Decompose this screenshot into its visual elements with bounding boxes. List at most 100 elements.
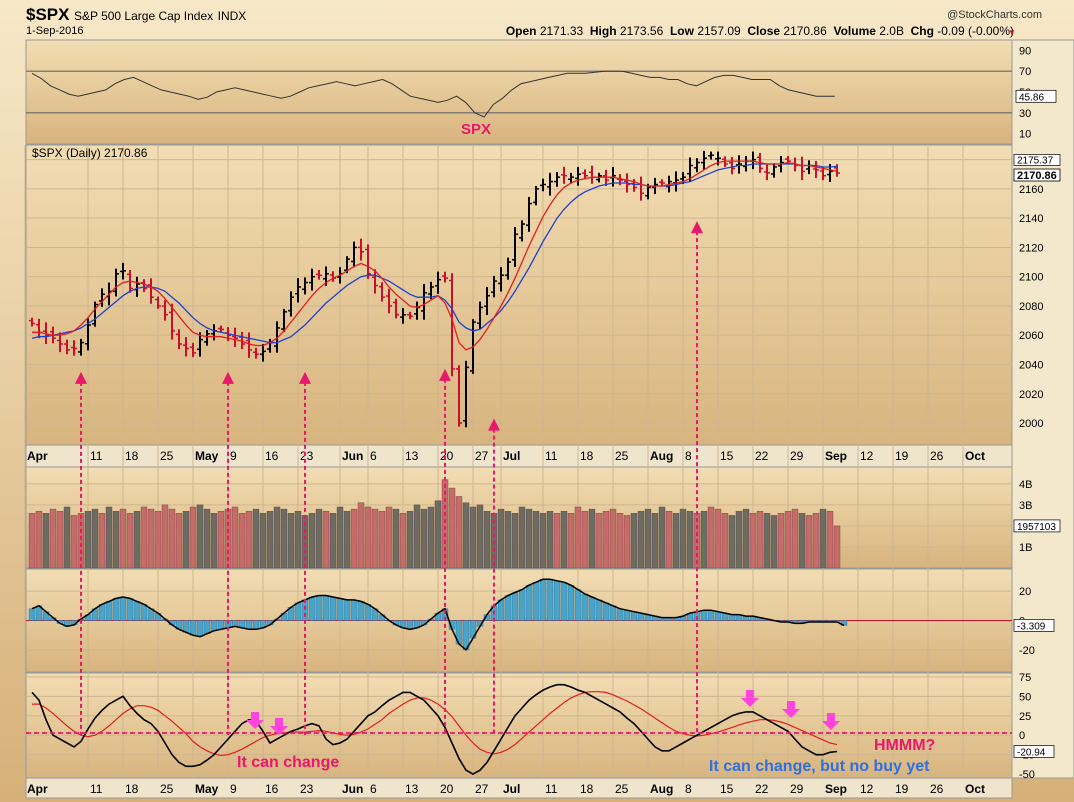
dropdown-arrow-icon[interactable]: ▼ xyxy=(1008,28,1016,37)
arrow-down-icon xyxy=(782,701,800,718)
x-tick-bottom-23: 12 xyxy=(860,782,874,796)
volume-bar xyxy=(175,513,183,569)
volume-bar xyxy=(105,506,113,569)
ohlc-bar xyxy=(274,321,280,353)
macd-hist-bar xyxy=(294,602,302,621)
vol-last-value: 1957103 xyxy=(1017,522,1056,533)
rsi-y-tick-30: 30 xyxy=(1019,108,1031,120)
volume-bar xyxy=(791,508,799,569)
x-tick-top-24: 19 xyxy=(895,449,909,463)
volume-bar xyxy=(532,510,540,569)
x-tick-top-20: 22 xyxy=(755,449,769,463)
ohlc-bar xyxy=(519,220,525,242)
volume-bar xyxy=(546,510,554,569)
annotation-no-buy-yet: It can change, but no buy yet xyxy=(709,758,930,775)
volume-bar xyxy=(371,508,379,569)
ohlc-bar xyxy=(561,166,567,184)
macd-hist-bar xyxy=(532,582,540,621)
macd-hist-bar xyxy=(301,599,309,621)
x-tick-top-14: 11 xyxy=(545,449,558,463)
close-label: Close xyxy=(747,24,781,38)
panel-price xyxy=(25,144,1013,446)
ohlc-bar xyxy=(386,288,392,314)
header-title-row: $SPX S&P 500 Large Cap Index INDX xyxy=(26,5,246,25)
volume-bar xyxy=(623,515,631,569)
volume-bar xyxy=(154,510,162,569)
volume-bar xyxy=(98,513,106,569)
ohlc-bar xyxy=(540,178,546,192)
panel-rsi xyxy=(25,39,1013,145)
macd-hist-bar xyxy=(203,620,211,634)
volume-bar xyxy=(294,510,302,569)
volume-bar xyxy=(56,510,64,569)
rsi-last-box xyxy=(1015,89,1057,103)
x-tick-bottom-16: 25 xyxy=(615,782,629,796)
volume-bar xyxy=(637,510,645,569)
volume-bar xyxy=(210,513,218,569)
price-y-tick-2100: 2100 xyxy=(1019,272,1043,284)
ohlc-bar xyxy=(162,300,168,321)
high-value: 2173.56 xyxy=(619,24,664,38)
volume-bar xyxy=(644,508,652,569)
macd-hist-bar xyxy=(350,599,358,621)
macd-y-tick-20: 20 xyxy=(1019,586,1031,598)
macd-hist-bar xyxy=(252,620,260,630)
annotation-it-can-change: It can change xyxy=(237,754,339,771)
macd-y-tick--20: -20 xyxy=(1019,645,1035,657)
price-last-box xyxy=(1013,168,1061,182)
ohlc-bar xyxy=(64,339,70,355)
vol-y-tick-1B: 1B xyxy=(1019,542,1032,554)
x-tick-top-4: May xyxy=(195,449,219,463)
ohlc-bar xyxy=(428,281,434,300)
ohlc-bar xyxy=(29,317,35,327)
ohlc-bar xyxy=(246,332,252,358)
ohlc-bar xyxy=(372,269,378,294)
x-tick-top-15: 18 xyxy=(580,449,594,463)
ohlc-bar xyxy=(393,298,399,319)
arrow-down-icon xyxy=(246,712,264,729)
ohlc-bar xyxy=(764,164,770,181)
x-tick-bottom-20: 22 xyxy=(755,782,769,796)
price-y-tick-2080: 2080 xyxy=(1019,301,1043,313)
macd-hist-bar xyxy=(126,598,134,621)
macd-hist-bar xyxy=(308,596,316,621)
x-tick-bottom-11: 20 xyxy=(440,782,454,796)
x-tick-top-6: 16 xyxy=(265,449,279,463)
ohlc-bar xyxy=(554,172,560,187)
ohlc-bar xyxy=(358,238,364,261)
volume-bar xyxy=(168,508,176,569)
macd-hist-bar xyxy=(511,592,519,621)
ohlc-bar xyxy=(505,257,511,280)
volume-bar xyxy=(70,515,78,569)
ohlc-bar xyxy=(176,329,182,350)
macd-hist-bar xyxy=(98,604,106,621)
ohlc-bar xyxy=(512,226,518,268)
ohlc-bar xyxy=(253,347,259,359)
volume-bar xyxy=(784,510,792,569)
ohlc-bar xyxy=(204,330,210,346)
volume-bar xyxy=(833,525,841,569)
volume-bar xyxy=(525,508,533,569)
macd-hist-bar xyxy=(560,582,568,621)
open-label: Open xyxy=(505,24,537,38)
volume-bar xyxy=(126,513,134,569)
ohlc-bar xyxy=(316,269,322,280)
ohlc-bar xyxy=(99,288,105,307)
high-label: High xyxy=(589,24,617,38)
x-tick-top-5: 9 xyxy=(230,449,237,463)
volume-bar xyxy=(140,506,148,569)
x-tick-top-2: 18 xyxy=(125,449,139,463)
arrow-up-icon xyxy=(222,371,234,384)
volume-bar xyxy=(630,513,638,569)
volume-bar xyxy=(812,513,820,569)
price-y-tick-2020: 2020 xyxy=(1019,389,1043,401)
macd-hist-bar xyxy=(525,584,533,621)
ohlc-bar xyxy=(71,340,77,356)
macd-last-box xyxy=(1013,619,1055,632)
volume-bar xyxy=(448,487,456,569)
volume-bar xyxy=(798,513,806,569)
ohlc-bar xyxy=(148,278,154,304)
x-tick-top-9: 6 xyxy=(370,449,377,463)
macd-hist-bar xyxy=(217,620,225,630)
